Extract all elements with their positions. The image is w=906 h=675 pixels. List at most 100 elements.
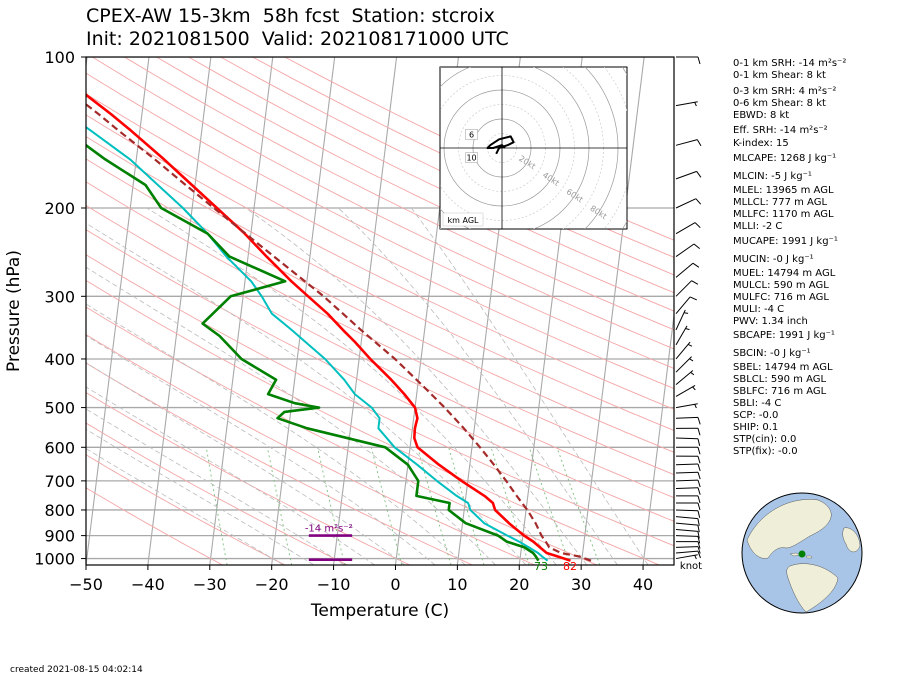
- dry-adiabat: [86, 454, 286, 565]
- sounding-index: SCP: -0.0: [733, 410, 779, 421]
- mixing-ratio-line: [266, 447, 293, 565]
- globe-south-america: [786, 563, 839, 613]
- wind-barb-flag: [697, 550, 701, 559]
- plot-frame: [85, 56, 675, 566]
- isotherm-line: [147, 57, 212, 565]
- location-globe: [741, 492, 863, 614]
- sounding-index: MLCAPE: 1268 J kg⁻¹: [733, 153, 837, 164]
- moist-adiabat: [86, 334, 436, 565]
- wind-barb-flag: [697, 463, 701, 472]
- wind-barb-flag: [697, 495, 701, 504]
- x-tick-label: −10: [317, 575, 351, 594]
- wind-barb-flag: [697, 518, 700, 526]
- wind-barb-half-flag: [694, 404, 697, 409]
- sounding-index: SBLI: -4 C: [733, 398, 782, 409]
- wind-barb-staff: [675, 139, 698, 146]
- mixing-ratio-line: [205, 447, 228, 565]
- moist-adiabat: [338, 207, 618, 565]
- wind-barb-flag: [692, 262, 700, 268]
- wind-barb-flag: [691, 280, 699, 285]
- y-axis-label: Pressure (hPa): [4, 250, 24, 372]
- surface-dewpoint-label: 73: [534, 560, 548, 573]
- wind-barb-flag: [696, 139, 702, 147]
- isotherm-line: [86, 57, 150, 565]
- dry-adiabat: [188, 57, 674, 294]
- wind-barb-half-flag: [690, 371, 695, 376]
- wind-barb-staff: [675, 309, 686, 331]
- sounding-index: Eff. SRH: -14 m²s⁻²: [733, 125, 828, 136]
- sounding-index: 0-1 km SRH: -14 m²s⁻²: [733, 58, 847, 69]
- wind-barb-flag: [697, 438, 701, 447]
- y-tick-label: 800: [44, 501, 75, 520]
- wind-barb-staff: [675, 356, 692, 373]
- y-tick-label: 600: [44, 438, 75, 457]
- sounding-index: STP(fix): -0.0: [733, 446, 798, 457]
- sounding-index: MULI: -4 C: [733, 304, 785, 315]
- y-tick-label: 700: [44, 472, 75, 491]
- wind-barb-flag: [697, 510, 701, 518]
- dry-adiabat: [86, 422, 348, 565]
- wind-barb-flag: [693, 243, 701, 249]
- dry-adiabat: [92, 57, 674, 350]
- sounding-index: SHIP: 0.1: [733, 422, 779, 433]
- mixing-ratio-line: [317, 447, 346, 565]
- wind-barb-flag: [695, 198, 702, 205]
- y-tick-label: 900: [44, 527, 75, 546]
- parcel-profile-line: [86, 103, 592, 562]
- wind-barb-flag: [697, 502, 701, 511]
- wetbulb-profile-line: [86, 125, 549, 562]
- station-marker: [798, 550, 806, 558]
- wind-barb-half-flag: [694, 102, 697, 107]
- wind-barb-flag: [697, 417, 701, 425]
- temperature-profile-line: [86, 92, 571, 562]
- wind-barb-staff: [675, 479, 699, 482]
- wind-barb-half-flag: [694, 555, 697, 560]
- mixing-ratio-line: [490, 447, 530, 565]
- sounding-index: MUCIN: -0 J kg⁻¹: [733, 254, 814, 265]
- wind-barb-flag: [697, 546, 701, 554]
- x-tick-label: 30: [571, 575, 591, 594]
- moist-adiabat: [86, 266, 496, 565]
- hodograph-label: km AGL: [448, 216, 480, 225]
- wind-barb-staff: [675, 370, 694, 386]
- barb-unit-label: knot: [680, 561, 702, 572]
- wind-barb-staff: [675, 222, 696, 235]
- sounding-index: EBWD: 8 kt: [733, 110, 790, 121]
- wind-barb-staff: [675, 516, 698, 520]
- sounding-index: MLLI: -2 C: [733, 221, 783, 232]
- dry-adiabat: [86, 136, 674, 431]
- sounding-index: MULFC: 716 m AGL: [733, 292, 829, 303]
- wind-barb-staff: [675, 403, 698, 409]
- hodograph-height-label: 10: [466, 154, 476, 163]
- wind-barb-flag: [697, 56, 701, 65]
- mixing-ratio-line: [528, 447, 571, 565]
- wind-barb-staff: [675, 437, 699, 440]
- x-tick-label: 20: [509, 575, 529, 594]
- srh-label: -14 m²s⁻²: [305, 524, 353, 535]
- wind-barb-staff: [675, 487, 699, 490]
- dry-adiabat: [86, 204, 674, 499]
- wind-barb-flag: [697, 536, 701, 544]
- wind-barb-staff: [675, 325, 688, 346]
- moist-adiabat: [86, 303, 466, 565]
- sounding-index: MUCAPE: 1991 J kg⁻¹: [733, 236, 838, 247]
- sounding-index: MLLFC: 1170 m AGL: [733, 209, 834, 220]
- wind-barb-flag: [697, 541, 701, 549]
- isotherm-line: [209, 57, 274, 565]
- dry-adiabat: [86, 487, 223, 565]
- y-tick-label: 500: [44, 399, 75, 418]
- sounding-index: PWV: 1.34 inch: [733, 316, 808, 327]
- sounding-index: STP(cin): 0.0: [733, 434, 797, 445]
- sounding-index: SBCIN: -0 J kg⁻¹: [733, 348, 811, 359]
- isotherm-line: [580, 57, 645, 565]
- moist-adiabat: [245, 207, 588, 565]
- sounding-index: SBCAPE: 1991 J kg⁻¹: [733, 330, 835, 341]
- wind-barb-staff: [675, 416, 699, 419]
- sounding-index: MUEL: 14794 m AGL: [733, 268, 836, 279]
- dry-adiabat: [86, 158, 674, 453]
- sounding-index: SBEL: 14794 m AGL: [733, 362, 833, 373]
- created-timestamp: created 2021-08-15 04:02:14: [10, 665, 143, 675]
- dewpoint-profile-line: [86, 143, 540, 562]
